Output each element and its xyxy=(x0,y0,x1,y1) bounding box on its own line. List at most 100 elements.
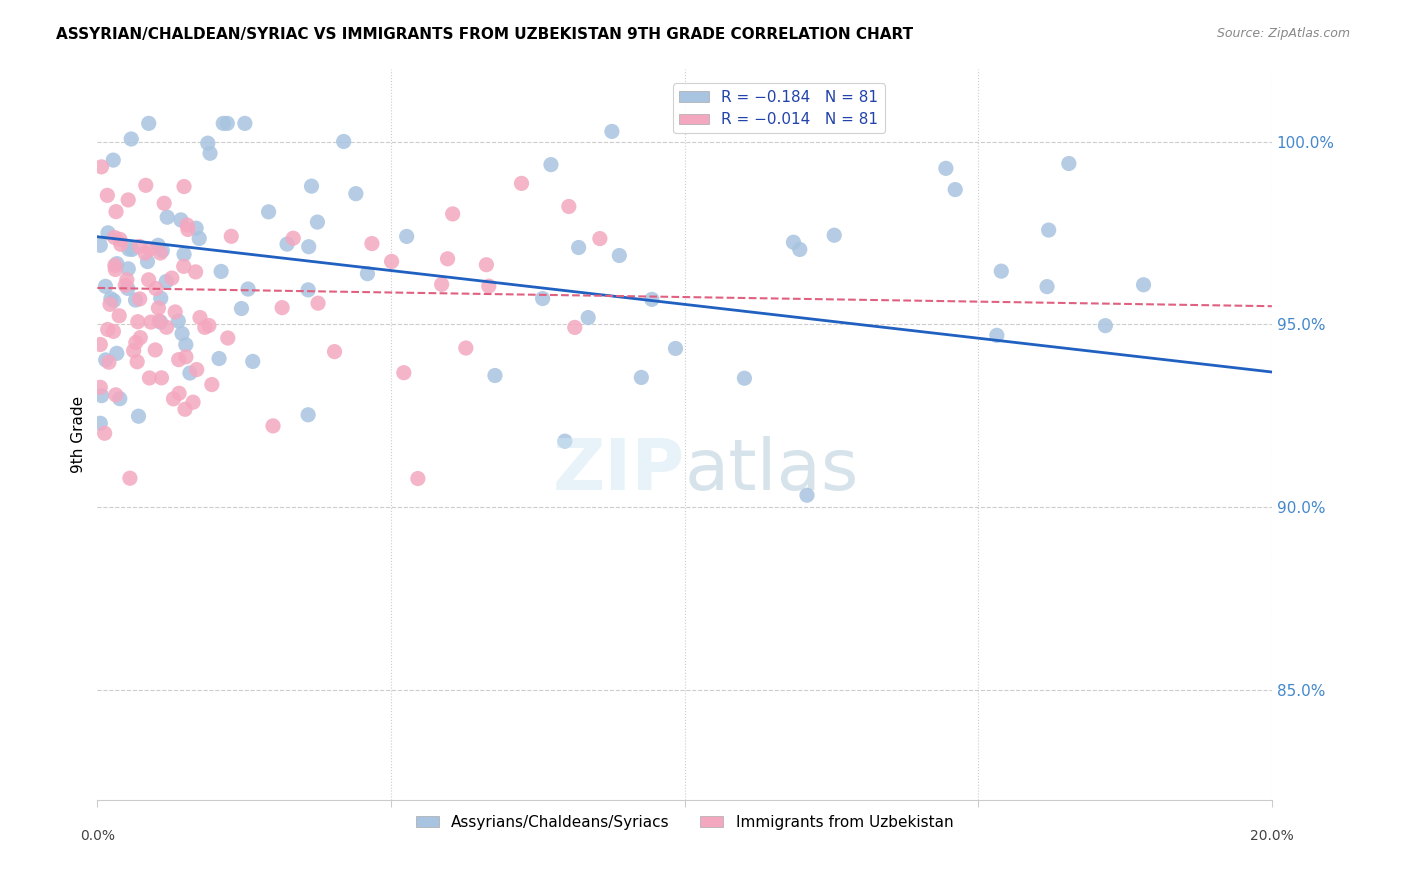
Point xyxy=(170,213,193,227)
Point xyxy=(454,341,477,355)
Point xyxy=(155,275,177,289)
Point xyxy=(117,281,139,295)
Point xyxy=(301,179,323,194)
Point xyxy=(733,371,755,385)
Point xyxy=(90,389,112,403)
Point xyxy=(297,408,319,422)
Point xyxy=(103,153,125,167)
Point xyxy=(139,242,162,256)
Point xyxy=(93,426,115,441)
Point xyxy=(484,368,506,383)
Point xyxy=(153,196,176,211)
Point xyxy=(262,418,284,433)
Point xyxy=(89,380,111,394)
Point xyxy=(198,146,221,161)
Point xyxy=(118,242,141,256)
Point xyxy=(104,259,127,273)
Point xyxy=(935,161,957,176)
Point xyxy=(121,243,143,257)
Point xyxy=(135,178,157,193)
Point xyxy=(145,281,167,295)
Point xyxy=(943,183,966,197)
Point xyxy=(406,471,429,485)
Text: 20.0%: 20.0% xyxy=(1250,829,1294,843)
Point xyxy=(188,231,211,245)
Point xyxy=(212,116,235,130)
Point xyxy=(181,395,204,409)
Point xyxy=(138,273,160,287)
Point xyxy=(150,371,173,385)
Point xyxy=(576,310,599,325)
Point xyxy=(356,267,378,281)
Point xyxy=(127,355,149,369)
Point xyxy=(117,261,139,276)
Point xyxy=(162,392,184,406)
Point xyxy=(98,297,121,311)
Point xyxy=(139,315,162,329)
Point xyxy=(173,260,195,274)
Point xyxy=(115,273,138,287)
Point xyxy=(323,344,346,359)
Point xyxy=(128,409,150,424)
Point xyxy=(167,386,190,401)
Point xyxy=(475,258,498,272)
Point xyxy=(155,320,177,334)
Text: ASSYRIAN/CHALDEAN/SYRIAC VS IMMIGRANTS FROM UZBEKISTAN 9TH GRADE CORRELATION CHA: ASSYRIAN/CHALDEAN/SYRIAC VS IMMIGRANTS F… xyxy=(56,27,914,42)
Point xyxy=(607,248,630,262)
Point xyxy=(990,264,1012,278)
Point xyxy=(122,343,145,358)
Point xyxy=(392,366,415,380)
Point xyxy=(664,342,686,356)
Text: atlas: atlas xyxy=(685,436,859,505)
Point xyxy=(381,254,404,268)
Point xyxy=(173,247,195,261)
Point xyxy=(271,301,294,315)
Point xyxy=(177,222,200,236)
Point xyxy=(179,366,201,380)
Point xyxy=(129,331,152,345)
Point xyxy=(344,186,367,201)
Point xyxy=(97,226,120,240)
Point xyxy=(167,314,190,328)
Point xyxy=(208,351,231,366)
Point xyxy=(105,346,128,360)
Point xyxy=(173,179,195,194)
Point xyxy=(149,315,172,329)
Point xyxy=(108,309,131,323)
Point xyxy=(257,204,280,219)
Point xyxy=(148,301,170,315)
Point xyxy=(307,215,329,229)
Point xyxy=(276,237,298,252)
Point xyxy=(117,193,139,207)
Point xyxy=(782,235,804,250)
Point xyxy=(174,350,197,364)
Point xyxy=(1094,318,1116,333)
Point xyxy=(128,239,150,253)
Point xyxy=(118,471,141,485)
Point xyxy=(242,354,264,368)
Point xyxy=(149,291,172,305)
Y-axis label: 9th Grade: 9th Grade xyxy=(72,396,86,473)
Point xyxy=(589,231,612,245)
Point xyxy=(160,271,183,285)
Point xyxy=(150,244,173,258)
Point xyxy=(796,488,818,502)
Point xyxy=(104,262,127,277)
Point xyxy=(96,188,118,202)
Point xyxy=(361,236,384,251)
Point xyxy=(1057,156,1080,170)
Point xyxy=(184,221,207,235)
Point xyxy=(174,402,197,417)
Point xyxy=(108,392,131,406)
Point xyxy=(201,377,224,392)
Point xyxy=(478,279,501,293)
Point xyxy=(641,293,664,307)
Point xyxy=(165,305,187,319)
Point xyxy=(540,158,562,172)
Point xyxy=(531,292,554,306)
Point xyxy=(105,257,128,271)
Point xyxy=(156,211,179,225)
Point xyxy=(127,315,149,329)
Point xyxy=(823,228,845,243)
Point xyxy=(97,322,120,336)
